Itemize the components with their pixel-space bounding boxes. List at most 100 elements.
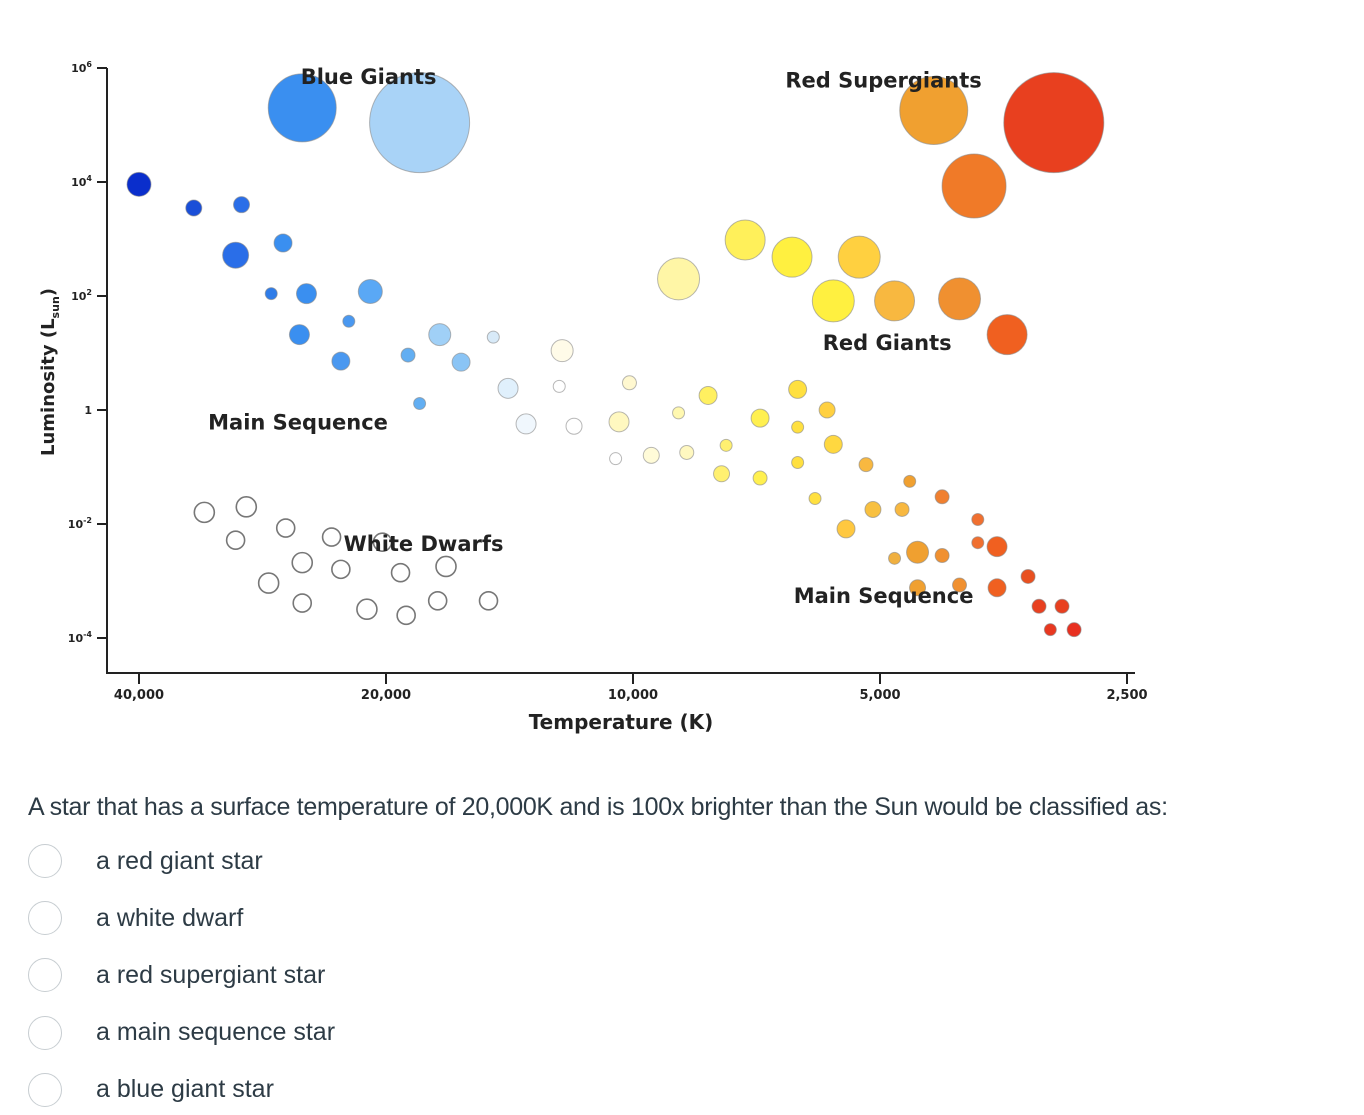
star-point [986, 314, 1028, 356]
radio-button[interactable] [28, 901, 62, 936]
star-point [752, 470, 768, 486]
x-axis-title: Temperature (K) [529, 710, 714, 734]
answer-option[interactable]: a red supergiant star [28, 957, 325, 993]
star-point [486, 330, 500, 344]
star-point [428, 323, 452, 347]
star-point [497, 377, 519, 399]
star-point [719, 438, 733, 452]
star-point [713, 465, 731, 483]
white-dwarf-point [478, 590, 499, 611]
radio-button[interactable] [28, 844, 62, 878]
region-label: Red Giants [823, 331, 952, 355]
star-point [550, 339, 574, 363]
answer-option[interactable]: a blue giant star [28, 1072, 274, 1108]
region-label: Main Sequence [208, 411, 388, 435]
white-dwarf-point [225, 530, 246, 550]
star-point [818, 401, 836, 419]
hr-diagram: 40,000 20,000 10,000 5,000 2,500 106 104 102 1 10… [38, 60, 1148, 734]
y-tick-label: 10-2 [68, 516, 92, 531]
star-point [1020, 568, 1036, 584]
white-dwarf-point [321, 527, 342, 547]
star-point [791, 455, 805, 469]
star-point [267, 73, 337, 143]
star-point [808, 492, 822, 506]
answer-option[interactable]: a main sequence star [28, 1015, 335, 1051]
star-point [608, 411, 630, 433]
white-dwarf-point [372, 532, 393, 552]
star-point [909, 579, 927, 597]
star-point [823, 434, 843, 454]
star-point [679, 444, 695, 460]
white-dwarf-point [275, 518, 296, 538]
star-point [788, 379, 808, 399]
region-label: Blue Giants [301, 65, 437, 89]
option-label: a blue giant star [96, 1075, 274, 1104]
star-point [621, 375, 637, 391]
star-point [288, 324, 310, 346]
x-tick-label: 40,000 [114, 688, 164, 703]
answer-option[interactable]: a red giant star [28, 843, 263, 879]
star-point [1031, 598, 1047, 614]
white-dwarf-point [193, 501, 216, 524]
star-point [899, 75, 969, 145]
star-point [971, 512, 985, 526]
star-point [657, 257, 701, 301]
option-label: a red giant star [96, 846, 263, 875]
x-tick-label: 10,000 [608, 688, 658, 703]
radio-button[interactable] [28, 1072, 62, 1107]
x-tick-label: 20,000 [361, 688, 411, 703]
option-label: a main sequence star [96, 1018, 336, 1047]
y-tick-label: 1 [84, 404, 92, 417]
white-dwarf-point [331, 559, 351, 580]
region-label: White Dwarfs [344, 532, 504, 556]
series-main-sequence [126, 171, 1082, 638]
star-point [864, 500, 882, 518]
y-axis-title: Luminosity (Lsun) [38, 288, 62, 456]
white-dwarf-point [427, 590, 448, 611]
series-white-dwarfs [193, 496, 499, 626]
star-point [952, 577, 968, 593]
question-text: A star that has a surface temperature of… [28, 793, 1168, 821]
star-point [609, 452, 623, 466]
star-point [515, 413, 537, 435]
star-point [642, 446, 660, 464]
star-point [894, 501, 910, 517]
answer-option[interactable]: a white dwarf [28, 900, 243, 936]
star-point [672, 406, 686, 420]
white-dwarf-point [292, 593, 313, 613]
white-dwarf-point [435, 555, 457, 578]
star-point [698, 385, 718, 405]
y-tick-label: 10-4 [68, 630, 93, 645]
radio-button[interactable] [28, 1015, 62, 1050]
white-dwarf-point [257, 572, 280, 594]
star-point [1054, 598, 1070, 614]
region-label: Main Sequence [794, 584, 974, 608]
star-point [791, 420, 805, 434]
white-dwarf-point [390, 562, 411, 583]
star-point [971, 536, 985, 550]
star-point [836, 519, 856, 539]
star-point [451, 352, 471, 372]
star-point [1003, 72, 1105, 174]
star-point [811, 279, 855, 323]
series-blue-giants [267, 72, 471, 174]
star-point [233, 196, 251, 214]
star-point [357, 278, 383, 304]
star-point [941, 153, 1007, 219]
option-label: a red supergiant star [96, 960, 326, 989]
radio-button[interactable] [28, 958, 62, 993]
region-label: Red Supergiants [785, 69, 981, 93]
white-dwarf-point [235, 496, 258, 518]
x-tick-label: 5,000 [859, 688, 900, 703]
y-tick-label: 106 [71, 60, 92, 75]
star-point [369, 72, 471, 174]
star-point [934, 489, 950, 505]
star-point [888, 551, 902, 565]
star-point [986, 536, 1008, 558]
y-tick-label: 104 [71, 174, 92, 189]
star-point [938, 277, 982, 321]
star-point [874, 280, 916, 322]
star-point [837, 235, 881, 279]
star-point [903, 474, 917, 488]
star-point [565, 417, 583, 435]
